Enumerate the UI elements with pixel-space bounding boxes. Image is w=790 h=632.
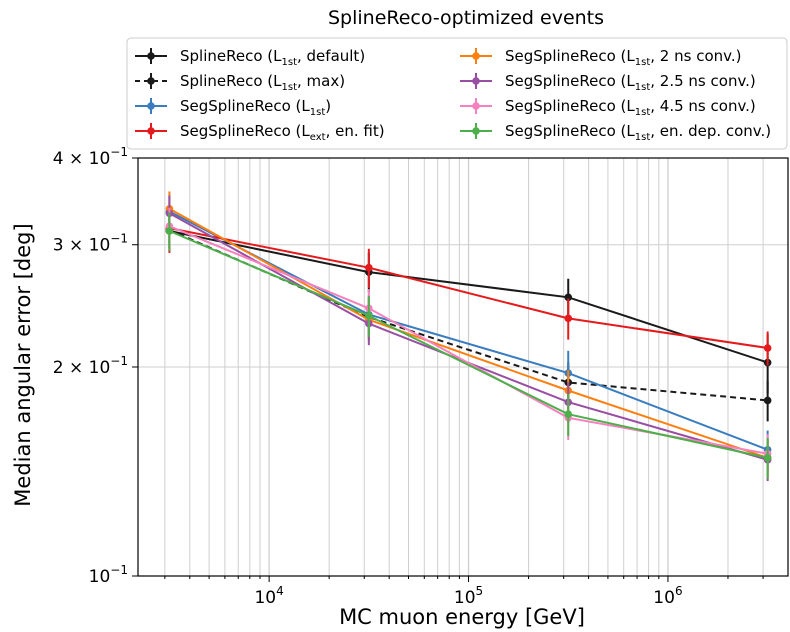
x-tick-label: 105 — [454, 584, 483, 608]
legend-label: SegSplineReco (Lext, en. fit) — [180, 122, 385, 143]
legend-marker — [472, 77, 480, 85]
series-line — [168, 229, 768, 402]
plot-area: 104 105 106 10−1 2 × 10−1 3 × 10−1 4 × 10−1 — [53, 145, 789, 608]
legend-marker — [147, 102, 155, 110]
legend-label: SegSplineReco (L1st, 2.5 ns conv.) — [505, 72, 756, 93]
series-line — [168, 210, 768, 451]
series-8 — [165, 212, 772, 479]
legend-label: SegSplineReco (L1st) — [180, 97, 331, 118]
chart-title: SplineReco-optimized events — [328, 7, 604, 29]
legend-label: SegSplineReco (L1st, 2 ns conv.) — [505, 47, 741, 68]
series-line — [169, 227, 768, 349]
x-tick-label: 106 — [653, 584, 682, 608]
y-tick-label: 10−1 — [89, 563, 128, 587]
series-line — [169, 230, 768, 459]
legend-marker — [472, 102, 480, 110]
y-axis-label: Median angular error [deg] — [11, 223, 35, 506]
y-tick-label: 2 × 10−1 — [53, 354, 128, 378]
series-line — [168, 207, 768, 459]
data-point — [365, 312, 373, 320]
x-tick-label: 104 — [254, 584, 283, 608]
legend-label: SegSplineReco (L1st, 4.5 ns conv.) — [505, 97, 756, 118]
x-axis-label: MC muon energy [GeV] — [339, 605, 585, 629]
data-point — [564, 314, 573, 323]
legend-marker — [472, 127, 480, 135]
y-tick-label: 4 × 10−1 — [53, 145, 128, 169]
y-tick-label: 3 × 10−1 — [53, 232, 128, 256]
legend: SplineReco (L1st, default) SplineReco (L1… — [126, 37, 788, 150]
legend-marker — [147, 52, 155, 60]
legend-marker — [147, 77, 155, 85]
legend-marker — [472, 52, 480, 60]
data-point — [763, 344, 772, 352]
legend-label: SplineReco (L1st, max) — [180, 72, 345, 93]
data-point — [763, 453, 772, 462]
data-point — [564, 410, 573, 419]
legend-marker — [147, 127, 155, 135]
data-point — [763, 396, 772, 405]
data-point — [165, 227, 174, 235]
data-point — [564, 293, 573, 302]
legend-label: SegSplineReco (L1st, en. dep. conv.) — [505, 122, 771, 143]
legend-box — [126, 37, 788, 150]
data-point — [365, 263, 373, 272]
series-line — [169, 230, 768, 364]
legend-label: SplineReco (L1st, default) — [180, 47, 365, 68]
